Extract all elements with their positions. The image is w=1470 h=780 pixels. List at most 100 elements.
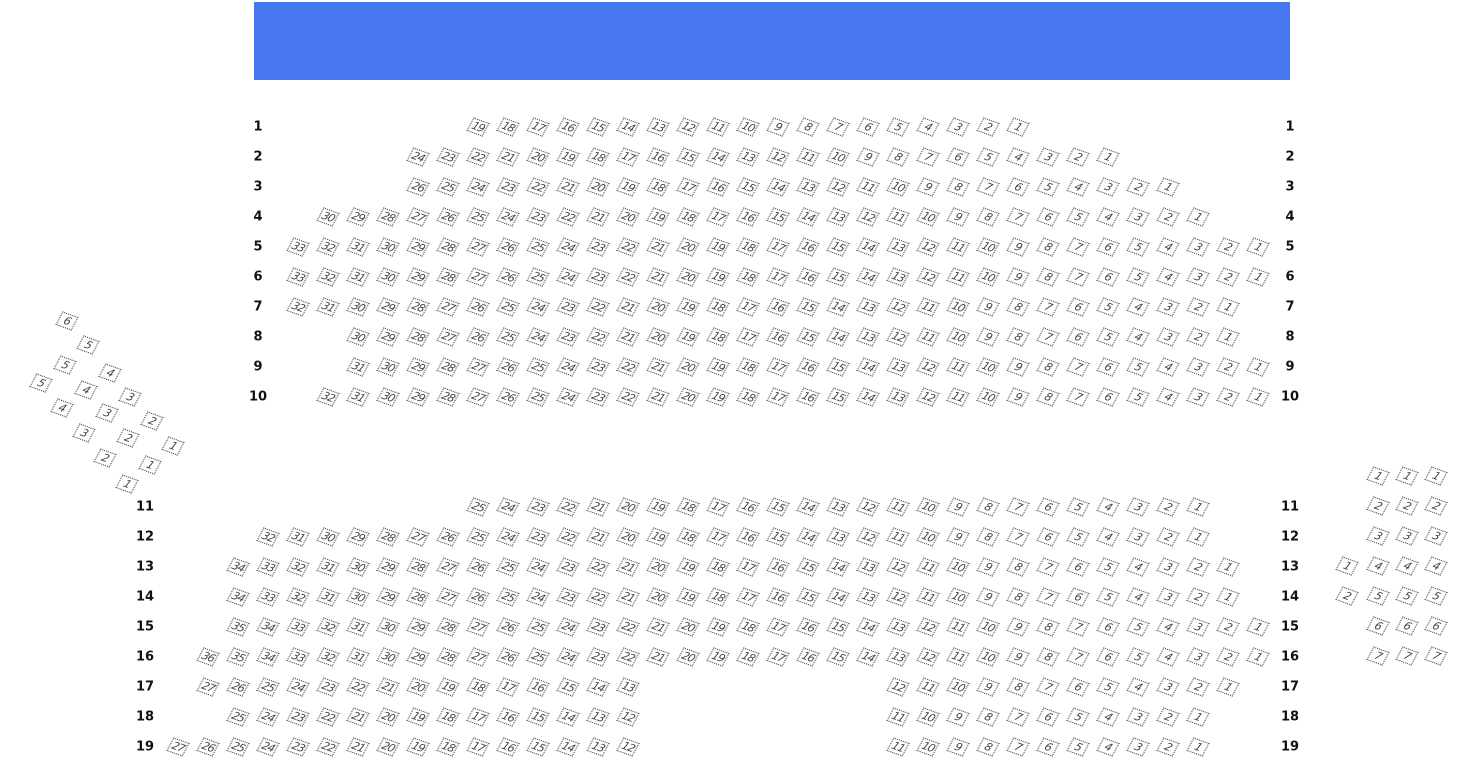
seat[interactable]: 4: [1156, 267, 1180, 287]
seat[interactable]: 14: [796, 207, 820, 227]
seat[interactable]: 18: [586, 147, 610, 167]
seat[interactable]: 8: [946, 177, 970, 197]
seat[interactable]: 17: [766, 647, 790, 667]
box-seat-right[interactable]: 3: [1366, 526, 1390, 546]
seat[interactable]: 24: [556, 267, 580, 287]
seat[interactable]: 27: [466, 237, 490, 257]
box-seat-right[interactable]: 2: [1424, 496, 1448, 516]
seat[interactable]: 5: [1096, 327, 1120, 347]
seat[interactable]: 31: [316, 587, 340, 607]
seat[interactable]: 26: [496, 617, 520, 637]
seat[interactable]: 28: [376, 527, 400, 547]
seat[interactable]: 23: [436, 147, 460, 167]
seat[interactable]: 9: [946, 527, 970, 547]
seat[interactable]: 12: [886, 557, 910, 577]
seat[interactable]: 32: [316, 237, 340, 257]
seat[interactable]: 6: [1036, 497, 1060, 517]
seat[interactable]: 30: [376, 387, 400, 407]
seat[interactable]: 9: [1006, 357, 1030, 377]
seat[interactable]: 13: [856, 557, 880, 577]
seat[interactable]: 31: [346, 237, 370, 257]
seat[interactable]: 11: [886, 527, 910, 547]
seat[interactable]: 1: [1186, 737, 1210, 757]
box-seat-right[interactable]: 4: [1395, 556, 1419, 576]
seat[interactable]: 29: [406, 267, 430, 287]
seat[interactable]: 31: [316, 297, 340, 317]
seat[interactable]: 15: [676, 147, 700, 167]
seat[interactable]: 8: [1006, 557, 1030, 577]
seat[interactable]: 19: [706, 237, 730, 257]
seat[interactable]: 17: [526, 117, 550, 137]
seat[interactable]: 1: [1186, 497, 1210, 517]
seat[interactable]: 25: [466, 497, 490, 517]
seat[interactable]: 15: [526, 707, 550, 727]
box-seat-right[interactable]: 6: [1366, 616, 1390, 636]
seat[interactable]: 23: [316, 677, 340, 697]
seat[interactable]: 30: [316, 527, 340, 547]
seat[interactable]: 16: [766, 297, 790, 317]
seat[interactable]: 2: [1216, 617, 1240, 637]
seat[interactable]: 32: [316, 267, 340, 287]
seat[interactable]: 13: [886, 647, 910, 667]
seat[interactable]: 4: [1126, 557, 1150, 577]
seat[interactable]: 24: [556, 617, 580, 637]
seat[interactable]: 10: [916, 707, 940, 727]
seat[interactable]: 7: [1066, 267, 1090, 287]
seat[interactable]: 29: [406, 647, 430, 667]
seat[interactable]: 24: [496, 207, 520, 227]
seat[interactable]: 25: [226, 707, 250, 727]
seat[interactable]: 8: [1036, 267, 1060, 287]
seat[interactable]: 26: [496, 387, 520, 407]
seat[interactable]: 16: [496, 707, 520, 727]
seat[interactable]: 26: [496, 267, 520, 287]
seat[interactable]: 25: [496, 557, 520, 577]
seat[interactable]: 19: [706, 647, 730, 667]
seat[interactable]: 33: [286, 267, 310, 287]
seat[interactable]: 25: [526, 617, 550, 637]
seat[interactable]: 1: [1186, 527, 1210, 547]
seat[interactable]: 28: [436, 237, 460, 257]
seat[interactable]: 2: [1186, 677, 1210, 697]
seat[interactable]: 1: [1246, 617, 1270, 637]
seat[interactable]: 16: [706, 177, 730, 197]
seat[interactable]: 11: [946, 647, 970, 667]
seat[interactable]: 30: [376, 237, 400, 257]
seat[interactable]: 13: [886, 237, 910, 257]
seat[interactable]: 6: [1096, 387, 1120, 407]
seat[interactable]: 20: [616, 527, 640, 547]
seat[interactable]: 5: [1096, 677, 1120, 697]
seat[interactable]: 33: [286, 647, 310, 667]
seat[interactable]: 23: [526, 527, 550, 547]
seat[interactable]: 24: [256, 707, 280, 727]
seat[interactable]: 18: [736, 617, 760, 637]
seat[interactable]: 9: [1006, 617, 1030, 637]
seat[interactable]: 17: [706, 497, 730, 517]
seat[interactable]: 15: [826, 237, 850, 257]
seat[interactable]: 31: [316, 557, 340, 577]
seat[interactable]: 18: [736, 357, 760, 377]
box-seat-right[interactable]: 5: [1366, 586, 1390, 606]
seat[interactable]: 16: [796, 357, 820, 377]
seat[interactable]: 20: [616, 207, 640, 227]
seat[interactable]: 11: [886, 737, 910, 757]
seat[interactable]: 6: [1036, 527, 1060, 547]
seat[interactable]: 9: [1006, 267, 1030, 287]
seat[interactable]: 15: [796, 327, 820, 347]
seat[interactable]: 12: [886, 587, 910, 607]
seat[interactable]: 8: [976, 497, 1000, 517]
seat[interactable]: 1: [1186, 707, 1210, 727]
seat[interactable]: 3: [1186, 267, 1210, 287]
seat[interactable]: 27: [436, 327, 460, 347]
seat[interactable]: 12: [826, 177, 850, 197]
box-seat-right[interactable]: 3: [1395, 526, 1419, 546]
seat[interactable]: 10: [946, 557, 970, 577]
seat[interactable]: 6: [1006, 177, 1030, 197]
seat[interactable]: 29: [346, 527, 370, 547]
seat[interactable]: 20: [586, 177, 610, 197]
seat[interactable]: 29: [376, 587, 400, 607]
seat[interactable]: 17: [466, 707, 490, 727]
seat[interactable]: 31: [346, 357, 370, 377]
box-seat-left[interactable]: 4: [74, 380, 98, 400]
seat[interactable]: 8: [976, 527, 1000, 547]
seat[interactable]: 2: [1216, 357, 1240, 377]
